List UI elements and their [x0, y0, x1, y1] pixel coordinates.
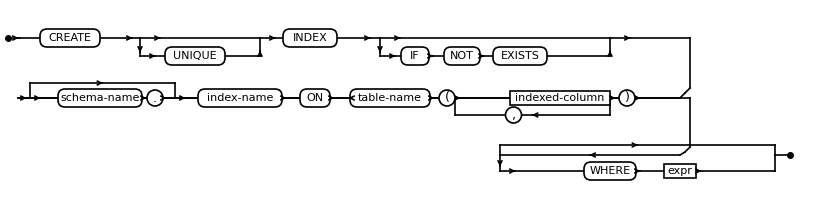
Text: ): ): [624, 92, 629, 105]
Text: ON: ON: [306, 93, 324, 103]
Text: IF: IF: [410, 51, 420, 61]
Text: UNIQUE: UNIQUE: [173, 51, 217, 61]
FancyBboxPatch shape: [58, 89, 142, 107]
FancyBboxPatch shape: [283, 29, 337, 47]
FancyBboxPatch shape: [493, 47, 547, 65]
Text: NOT: NOT: [450, 51, 474, 61]
Text: indexed-column: indexed-column: [515, 93, 605, 103]
FancyBboxPatch shape: [40, 29, 100, 47]
FancyBboxPatch shape: [350, 89, 430, 107]
Text: INDEX: INDEX: [293, 33, 327, 43]
FancyBboxPatch shape: [510, 91, 610, 105]
FancyBboxPatch shape: [444, 47, 480, 65]
Text: table-name: table-name: [358, 93, 422, 103]
Text: (: (: [445, 92, 449, 105]
FancyBboxPatch shape: [584, 162, 636, 180]
Circle shape: [619, 90, 635, 106]
FancyBboxPatch shape: [165, 47, 225, 65]
Text: WHERE: WHERE: [589, 166, 631, 176]
Text: expr: expr: [667, 166, 692, 176]
Text: EXISTS: EXISTS: [500, 51, 540, 61]
FancyBboxPatch shape: [401, 47, 429, 65]
Circle shape: [439, 90, 455, 106]
Text: ,: ,: [511, 108, 515, 121]
Text: CREATE: CREATE: [48, 33, 91, 43]
Text: schema-name: schema-name: [61, 93, 139, 103]
Text: .: .: [153, 92, 157, 105]
FancyBboxPatch shape: [300, 89, 330, 107]
FancyBboxPatch shape: [664, 164, 696, 178]
Text: index-name: index-name: [207, 93, 273, 103]
Circle shape: [147, 90, 163, 106]
FancyBboxPatch shape: [198, 89, 282, 107]
Circle shape: [505, 107, 521, 123]
